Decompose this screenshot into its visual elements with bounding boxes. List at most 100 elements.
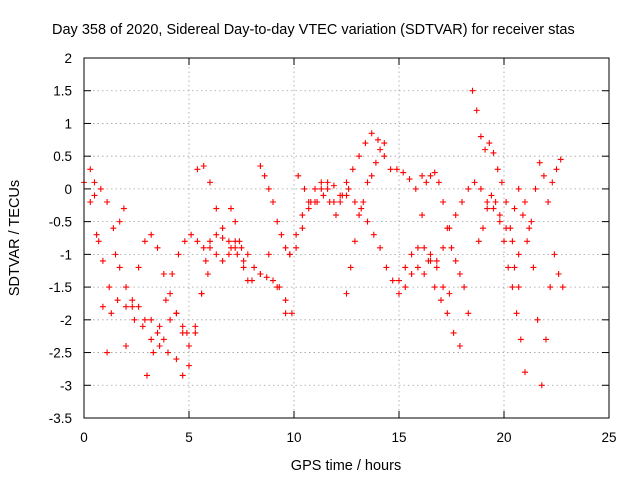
data-point [503, 199, 510, 205]
data-point [219, 235, 226, 241]
data-point [112, 251, 119, 258]
data-point [526, 225, 533, 232]
series-track-1 [81, 179, 289, 379]
data-point [104, 199, 111, 205]
plot-frame [83, 57, 610, 419]
chart-title: Day 358 of 2020, Sidereal Day-to-day VTE… [52, 22, 575, 38]
x-tick-label: 5 [185, 430, 193, 445]
data-point [480, 225, 486, 232]
data-point [402, 284, 409, 291]
data-point [421, 271, 428, 277]
data-point [364, 218, 371, 225]
data-point [123, 284, 129, 291]
data-points [81, 87, 566, 389]
data-point [116, 264, 123, 271]
data-point [257, 271, 264, 277]
data-point [265, 185, 272, 192]
data-point [270, 199, 276, 205]
data-point [414, 244, 421, 251]
data-point [104, 349, 111, 356]
data-point [511, 264, 518, 271]
series-track-16 [511, 156, 564, 245]
data-point [534, 316, 541, 323]
series-track-11 [343, 140, 388, 297]
data-point [99, 257, 106, 264]
data-point [87, 199, 94, 205]
data-point [150, 349, 157, 356]
data-point [198, 290, 205, 297]
data-point [444, 310, 451, 317]
data-point [110, 225, 117, 232]
y-tick-label: 1 [64, 116, 72, 131]
y-tick-label: 0 [64, 182, 72, 197]
data-point [179, 323, 186, 330]
data-point [484, 205, 491, 212]
data-point [95, 238, 102, 245]
data-point [440, 199, 447, 205]
data-point [431, 169, 438, 176]
data-point [91, 179, 98, 186]
data-point [144, 372, 150, 379]
data-point [477, 133, 484, 140]
data-point [324, 185, 331, 192]
y-tick-label: -2 [60, 313, 72, 328]
data-point [99, 303, 106, 310]
data-point [433, 257, 440, 264]
data-point [173, 310, 180, 317]
data-point [438, 297, 444, 304]
data-point [179, 329, 186, 336]
x-tick-label: 0 [80, 430, 88, 445]
data-point [364, 179, 371, 186]
data-point [557, 156, 564, 163]
data-point [200, 244, 207, 251]
data-point [547, 284, 554, 291]
data-point [207, 179, 213, 186]
data-point [232, 244, 239, 251]
data-point [299, 225, 306, 232]
x-tick-label: 20 [496, 430, 511, 445]
x-tick-label: 15 [391, 430, 406, 445]
data-point [225, 238, 232, 245]
data-point [381, 153, 388, 160]
data-point [559, 284, 566, 291]
data-point [270, 277, 276, 284]
data-point [318, 185, 325, 192]
data-point [339, 192, 346, 199]
data-point [408, 271, 415, 277]
data-point [450, 329, 457, 336]
data-point [213, 205, 220, 212]
data-point [263, 274, 270, 281]
data-point [194, 238, 201, 245]
data-point [91, 192, 98, 199]
data-point [555, 271, 562, 277]
y-tick-label: -0.5 [49, 215, 72, 230]
data-point [524, 238, 531, 245]
data-point [473, 107, 480, 114]
data-point [469, 87, 476, 94]
data-point [162, 297, 169, 304]
data-point [368, 130, 375, 137]
data-point [186, 343, 192, 349]
data-point [293, 231, 300, 238]
data-point [129, 303, 136, 310]
data-point [265, 251, 272, 258]
data-point [456, 271, 463, 277]
y-tick-label: 1.5 [53, 84, 72, 99]
series-track-15 [475, 192, 528, 376]
data-point [356, 153, 363, 160]
series-track-4 [123, 231, 211, 349]
x-tick-labels: 0 5 10 15 20 25 [80, 430, 616, 445]
data-point [343, 179, 350, 186]
data-point [471, 179, 478, 186]
data-point [427, 257, 434, 264]
y-tick-label: -3 [60, 378, 72, 393]
data-point [459, 199, 465, 205]
data-point [333, 212, 339, 219]
data-point [488, 192, 495, 199]
data-point [490, 149, 497, 156]
data-point [358, 205, 365, 212]
data-point [519, 212, 526, 219]
data-point [148, 231, 155, 238]
data-point [314, 199, 321, 205]
data-point [330, 182, 337, 189]
